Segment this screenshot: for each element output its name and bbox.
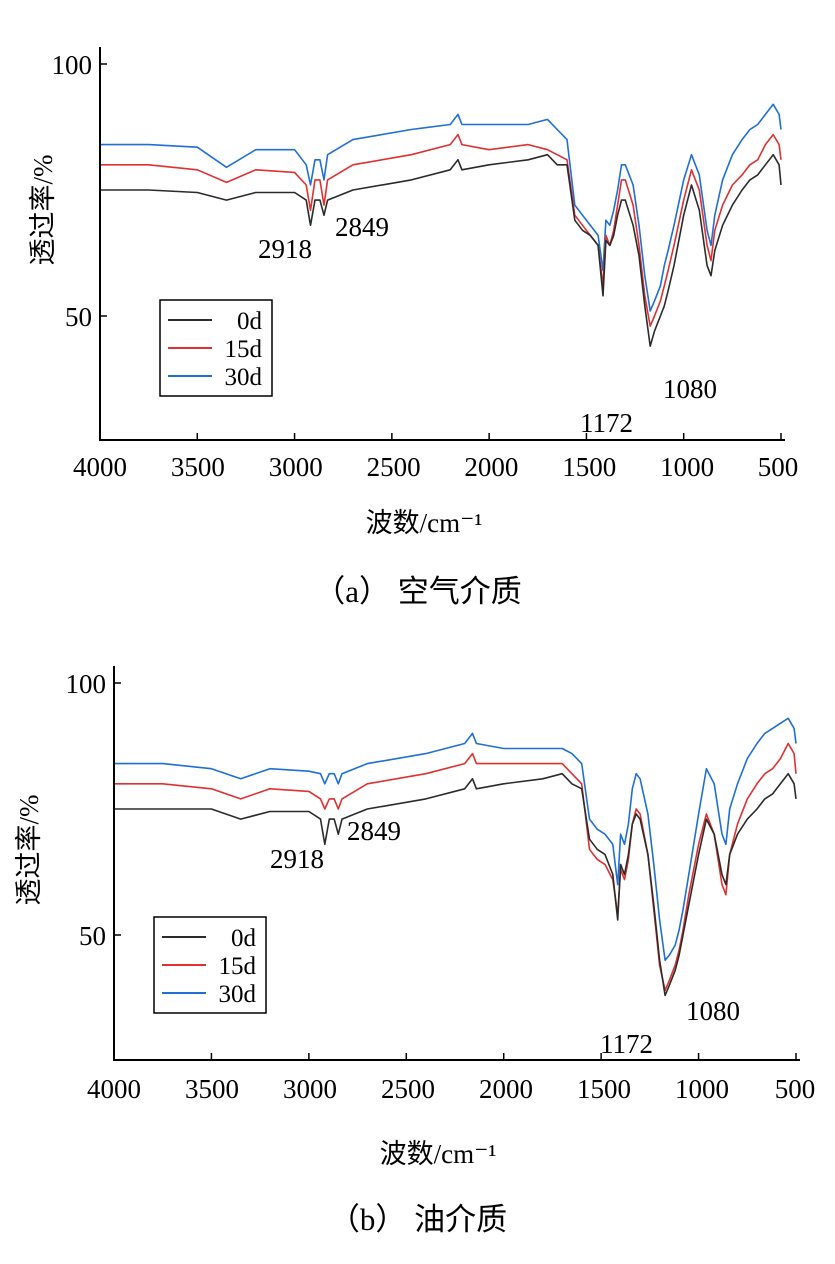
panel-a-xtick-label: 4000 (73, 452, 127, 482)
panel-a-annotation-2918: 2918 (258, 234, 312, 264)
panel-a-ticks (99, 63, 782, 440)
panel-b-y-axis-title: 透过率/% (14, 795, 44, 906)
panel-a-legend-label: 30d (225, 364, 263, 391)
panel-a-legend: 0d 15d 30d (159, 299, 273, 397)
panel-a-legend-label: 15d (225, 336, 263, 363)
panel-a-xtick-label: 500 (758, 452, 799, 482)
panel-b-legend-box (153, 916, 267, 1014)
panel-a-xtick-label: 2500 (367, 452, 421, 482)
panel-a-axes (99, 47, 785, 441)
panel-a-xtick-label: 3000 (269, 452, 323, 482)
panel-a-annotation-1172: 1172 (580, 408, 633, 438)
panel-b-x-axis-title: 波数/cm⁻¹ (380, 1139, 497, 1169)
panel-a-caption: （a） 空气介质 (314, 574, 522, 609)
panel-b-annotation-2918: 2918 (270, 844, 324, 874)
panel-a-xtick-label: 2000 (464, 452, 518, 482)
panel-b-legend: 0d 15d 30d (153, 916, 267, 1014)
panel-a-series-0d (100, 153, 782, 347)
panel-b-legend-label: 30d (219, 981, 257, 1008)
panel-b-annotation-1080: 1080 (686, 996, 740, 1026)
panel-a: 100 50 4000 3500 3000 2500 2000 1500 100… (28, 47, 798, 609)
panel-a-annotation-2849: 2849 (335, 212, 389, 242)
panel-b-legend-label: 15d (219, 953, 257, 980)
panel-b-series-group (114, 717, 797, 997)
panel-a-y-axis-title: 透过率/% (28, 155, 58, 266)
panel-a-legend-label: 0d (237, 308, 263, 335)
panel-a-annotation-1080: 1080 (663, 374, 717, 404)
panel-a-ytick-label: 50 (65, 302, 92, 332)
panel-b-xtick-label: 2500 (381, 1074, 435, 1104)
panel-a-xtick-label: 1000 (660, 452, 714, 482)
panel-b-series-0d (114, 772, 797, 997)
panel-b-xtick-label: 1500 (577, 1074, 631, 1104)
panel-b-annotation-2849: 2849 (347, 816, 401, 846)
panel-a-ytick-label: 100 (52, 50, 93, 80)
panel-b-xtick-label: 500 (775, 1074, 816, 1104)
panel-b-ytick-label: 50 (79, 921, 106, 951)
panel-a-series-15d (100, 133, 782, 327)
panel-a-xtick-label: 3500 (171, 452, 225, 482)
panel-b-caption: （b） 油介质 (329, 1202, 507, 1237)
panel-a-xtick-label: 1500 (562, 452, 616, 482)
panel-b-xtick-label: 3500 (185, 1074, 239, 1104)
panel-a-series-30d (100, 103, 782, 312)
panel-b-axes (113, 666, 800, 1061)
panel-b-ytick-label: 100 (66, 669, 107, 699)
panel-b-annotation-1172: 1172 (600, 1029, 653, 1059)
panel-b-legend-label: 0d (231, 925, 257, 952)
panel-b-xtick-label: 4000 (87, 1074, 141, 1104)
panel-b-xtick-label: 2000 (479, 1074, 533, 1104)
panel-b-xtick-label: 1000 (675, 1074, 729, 1104)
panel-b: 100 50 4000 3500 3000 2500 2000 1500 100… (14, 666, 815, 1237)
panel-b-xtick-label: 3000 (283, 1074, 337, 1104)
panel-a-series-group (100, 103, 782, 347)
panel-a-x-axis-title: 波数/cm⁻¹ (366, 508, 483, 538)
panel-b-series-30d (114, 717, 797, 961)
